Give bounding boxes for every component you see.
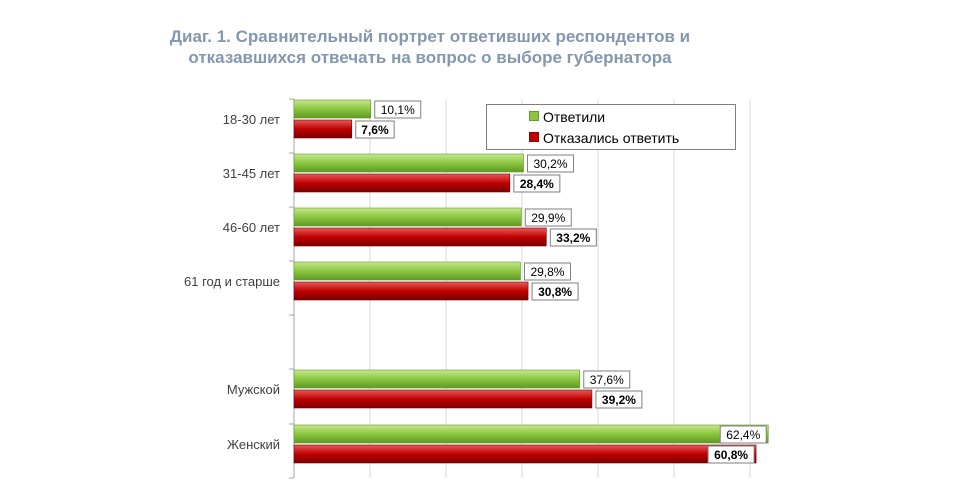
data-label-box <box>549 228 597 247</box>
legend: Ответили Отказались ответить <box>486 104 736 150</box>
data-label: 62,4% <box>726 428 760 442</box>
category-label: 61 год и старше <box>184 274 280 289</box>
data-label-box <box>523 262 571 281</box>
data-label-box <box>707 445 755 464</box>
bar-answered <box>293 424 769 444</box>
bar-refused <box>293 173 511 193</box>
chart-title: Диаг. 1. Сравнительный портрет ответивши… <box>110 26 750 68</box>
bar-answered <box>293 99 372 119</box>
category-label: Женский <box>227 437 280 452</box>
bar-refused <box>293 281 529 301</box>
data-label-box <box>355 120 395 139</box>
legend-item-answered: Ответили <box>529 108 605 126</box>
bar-refused <box>293 444 757 464</box>
data-label: 28,4% <box>520 177 554 191</box>
legend-label-refused: Отказались ответить <box>543 130 680 146</box>
legend-item-refused: Отказались ответить <box>529 129 679 147</box>
category-label: 31-45 лет <box>223 166 280 181</box>
legend-label-answered: Ответили <box>543 109 606 125</box>
chart-title-line-2: отказавшихся отвечать на вопрос о выборе… <box>188 48 672 67</box>
data-label: 29,9% <box>531 211 565 225</box>
data-label-box <box>524 208 572 227</box>
bar-answered <box>293 153 524 173</box>
chart-title-line-1: Диаг. 1. Сравнительный портрет ответивши… <box>169 27 691 46</box>
data-label-box <box>374 100 422 119</box>
data-label-box <box>513 174 561 193</box>
legend-swatch-refused <box>529 132 539 142</box>
bar-refused <box>293 389 593 409</box>
data-label: 10,1% <box>381 103 415 117</box>
category-label: Мужской <box>227 382 280 397</box>
bar-answered <box>293 261 521 281</box>
data-label: 29,8% <box>530 265 564 279</box>
data-label: 39,2% <box>602 393 636 407</box>
legend-swatch-answered <box>529 111 539 121</box>
data-label: 37,6% <box>590 373 624 387</box>
data-label: 30,8% <box>538 285 572 299</box>
data-label-box <box>595 390 643 409</box>
bar-answered <box>293 369 581 389</box>
data-label-box <box>583 370 631 389</box>
data-label-box <box>527 154 575 173</box>
data-label: 33,2% <box>556 231 590 245</box>
data-label-box <box>531 282 579 301</box>
category-label: 18-30 лет <box>223 112 280 127</box>
bar-answered <box>293 207 522 227</box>
data-label: 60,8% <box>714 448 748 462</box>
data-label: 30,2% <box>534 157 568 171</box>
data-label: 7,6% <box>361 123 389 137</box>
bar-refused <box>293 119 353 139</box>
data-label-box <box>719 425 767 444</box>
category-label: 46-60 лет <box>223 220 280 235</box>
bar-refused <box>293 227 547 247</box>
